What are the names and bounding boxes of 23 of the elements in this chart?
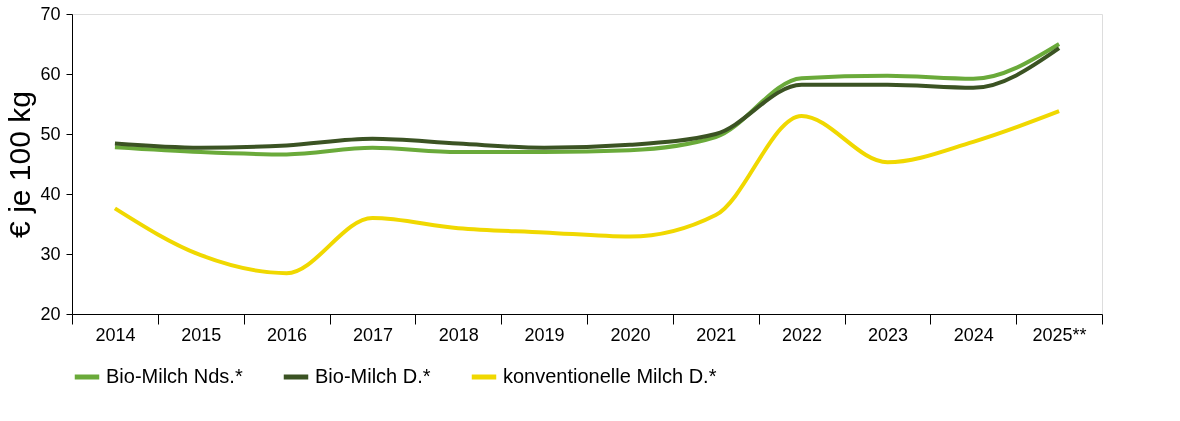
x-tick-label: 2016	[267, 324, 308, 345]
y-tick-label: 50	[40, 123, 61, 144]
line-series	[112, 109, 1062, 276]
y-tick-label: 70	[40, 3, 61, 24]
x-tick-label: 2022	[782, 324, 823, 345]
x-tick-label: 2015	[181, 324, 222, 345]
x-tick-label: 2023	[867, 324, 908, 345]
x-tick-label: 2024	[953, 324, 994, 345]
legend-label: Bio-Milch D.*	[315, 365, 431, 387]
x-tick-label: 2020	[610, 324, 651, 345]
y-tick-label: 30	[40, 243, 61, 264]
y-axis-title: € je 100 kg	[3, 91, 37, 238]
x-tick-label: 2019	[524, 324, 565, 345]
x-tick-label: 2021	[696, 324, 737, 345]
x-tick-label: 2017	[352, 324, 393, 345]
x-tick-label: 2014	[95, 324, 136, 345]
legend-label: Bio-Milch Nds.*	[106, 365, 243, 387]
x-tick-label: 2018	[438, 324, 479, 345]
x-tick-label: 2025**	[1032, 324, 1087, 345]
legend-label: konventionelle Milch D.*	[503, 365, 717, 387]
y-tick-label: 60	[40, 63, 61, 84]
y-tick-label: 20	[40, 303, 61, 324]
y-tick-label: 40	[40, 183, 61, 204]
